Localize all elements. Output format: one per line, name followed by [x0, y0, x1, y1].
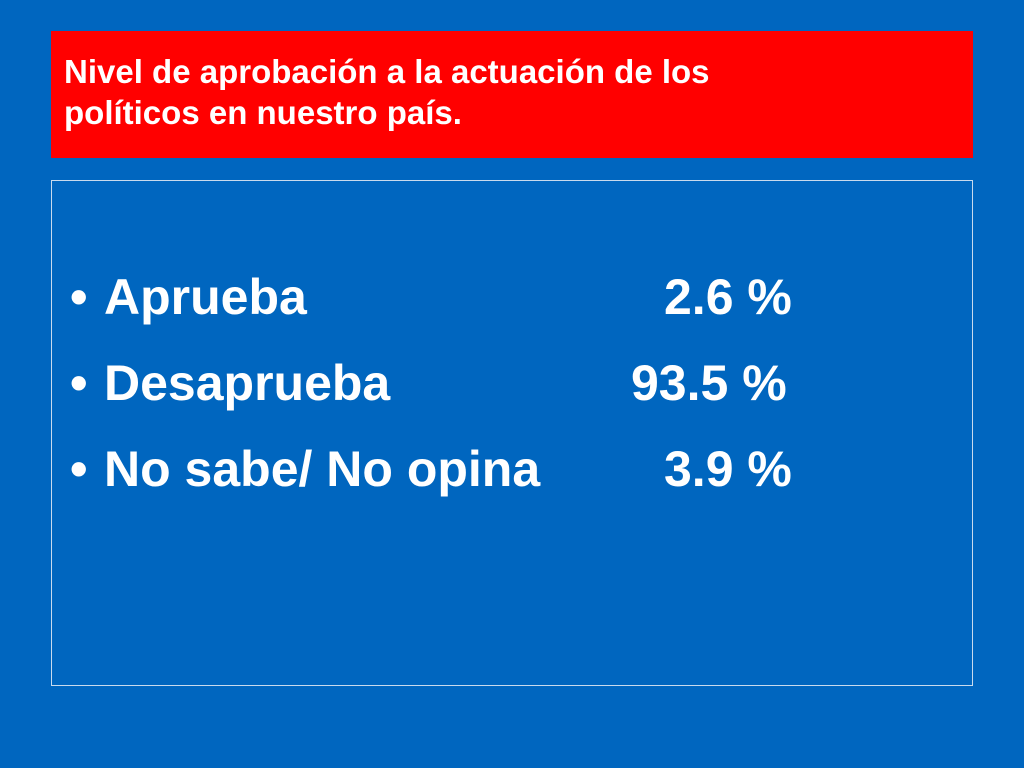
list-item-aprueba: • Aprueba 2.6 % [70, 261, 831, 347]
item-label: Aprueba [104, 269, 307, 325]
slide-title-line-2: políticos en nuestro país. [64, 94, 462, 131]
item-label: Desaprueba [104, 355, 391, 411]
slide-title-box: Nivel de aprobación a la actuación de lo… [51, 31, 973, 158]
bullet-icon: • [70, 355, 88, 411]
item-value: 2.6 % [664, 269, 792, 325]
list-item-desaprueba: • Desaprueba 93.5 % [70, 347, 831, 433]
content-box: • Aprueba 2.6 % • Desaprueba 93.5 % • No… [51, 180, 973, 686]
item-label: No sabe/ No opina [104, 441, 541, 497]
bullet-icon: • [70, 269, 88, 325]
list-item-no-sabe: • No sabe/ No opina 3.9 % [70, 433, 831, 519]
item-value: 93.5 % [631, 355, 787, 411]
slide-title-line-1: Nivel de aprobación a la actuación de lo… [64, 53, 710, 90]
results-list: • Aprueba 2.6 % • Desaprueba 93.5 % • No… [70, 261, 831, 519]
slide-title: Nivel de aprobación a la actuación de lo… [64, 51, 957, 133]
item-value: 3.9 % [664, 441, 792, 497]
bullet-icon: • [70, 441, 88, 497]
